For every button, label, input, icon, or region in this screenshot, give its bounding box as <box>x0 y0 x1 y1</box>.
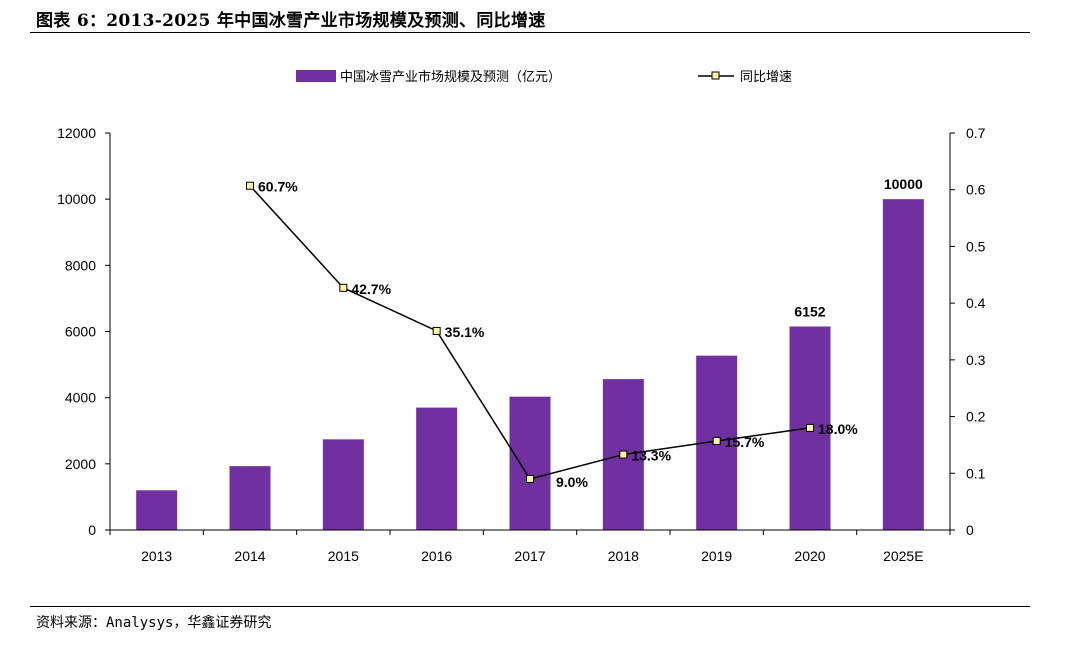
growth-marker-2020 <box>806 423 814 432</box>
y-left-tick-label: 6000 <box>65 324 96 340</box>
growth-line-group <box>246 181 814 483</box>
growth-label-2019: 15.7% <box>725 434 765 450</box>
growth-marker-2014 <box>246 181 254 190</box>
growth-label-2020: 18.0% <box>818 421 858 437</box>
axes-group: 0 2000 4000 6000 8000 10000 12000 0 0.1 0.2 0.3 0.4… <box>57 125 986 564</box>
growth-marker-2019 <box>712 436 721 445</box>
bar-2014 <box>229 466 271 530</box>
growth-label-2015: 42.7% <box>351 281 391 297</box>
x-tick-label: 2016 <box>421 548 452 564</box>
bar-2025E <box>882 199 924 530</box>
x-tick-label: 2017 <box>514 548 545 564</box>
bars-group <box>136 199 924 530</box>
y-left-tick-label: 10000 <box>57 191 96 207</box>
x-tick-label: 2014 <box>234 548 265 564</box>
y-right-tick-label: 0 <box>966 522 974 538</box>
legend: 中国冰雪产业市场规模及预测（亿元） 同比增速 <box>296 69 792 85</box>
source-note: 资料来源：Analysys，华鑫证券研究 <box>36 615 272 631</box>
y-right-tick-label: 0.3 <box>966 352 986 368</box>
y-left-tick-label: 12000 <box>57 125 96 141</box>
legend-swatch-bar <box>296 70 336 82</box>
bar-2016 <box>416 407 458 530</box>
y-left-tick-label: 2000 <box>65 456 96 472</box>
page-title: 图表 6：2013-2025 年中国冰雪产业市场规模及预测、同比增速 <box>36 11 546 31</box>
bar-label-2020: 6152 <box>794 303 825 319</box>
x-tick-label: 2025E <box>883 548 923 564</box>
growth-label-2017: 9.0% <box>556 474 588 490</box>
source-rule <box>30 606 1030 607</box>
growth-marker-2017 <box>526 474 534 483</box>
y-right-tick-label: 0.2 <box>966 409 986 425</box>
x-tick-label: 2018 <box>608 548 639 564</box>
growth-label-2014: 60.7% <box>258 179 298 195</box>
growth-label-2018: 13.3% <box>631 448 671 464</box>
bar-2017 <box>509 396 551 530</box>
y-left-tick-label: 4000 <box>65 390 96 406</box>
bar-2015 <box>322 439 364 530</box>
y-right-tick-label: 0.5 <box>966 238 986 254</box>
growth-marker-2015 <box>339 283 348 292</box>
y-right-tick-label: 0.7 <box>966 125 986 141</box>
growth-marker-2016 <box>432 326 441 335</box>
bar-2013 <box>136 490 178 530</box>
bar-line-chart: 中国冰雪产业市场规模及预测（亿元） 同比增速 0 2000 4000 6000 8000 1… <box>57 69 986 564</box>
legend-label-line: 同比增速 <box>740 70 792 85</box>
y-right-tick-label: 0.6 <box>966 182 986 198</box>
legend-swatch-marker <box>711 71 720 80</box>
y-left-tick-label: 0 <box>88 522 96 538</box>
data-labels-group: 60.7% 42.7% 35.1% 9.0% 13.3% 15.7% 18.0% 6152 10… <box>258 176 923 490</box>
growth-label-2016: 35.1% <box>445 324 485 340</box>
x-tick-label: 2020 <box>794 548 825 564</box>
bar-label-2025E: 10000 <box>884 176 923 192</box>
growth-marker-2018 <box>619 450 628 459</box>
y-left-tick-label: 8000 <box>65 257 96 273</box>
y-right-tick-label: 0.4 <box>966 295 986 311</box>
legend-label-bar: 中国冰雪产业市场规模及预测（亿元） <box>340 69 561 85</box>
y-right-tick-label: 0.1 <box>966 465 986 481</box>
x-tick-label: 2015 <box>328 548 359 564</box>
x-tick-label: 2013 <box>141 548 172 564</box>
title-rule <box>30 32 1030 33</box>
x-tick-label: 2019 <box>701 548 732 564</box>
